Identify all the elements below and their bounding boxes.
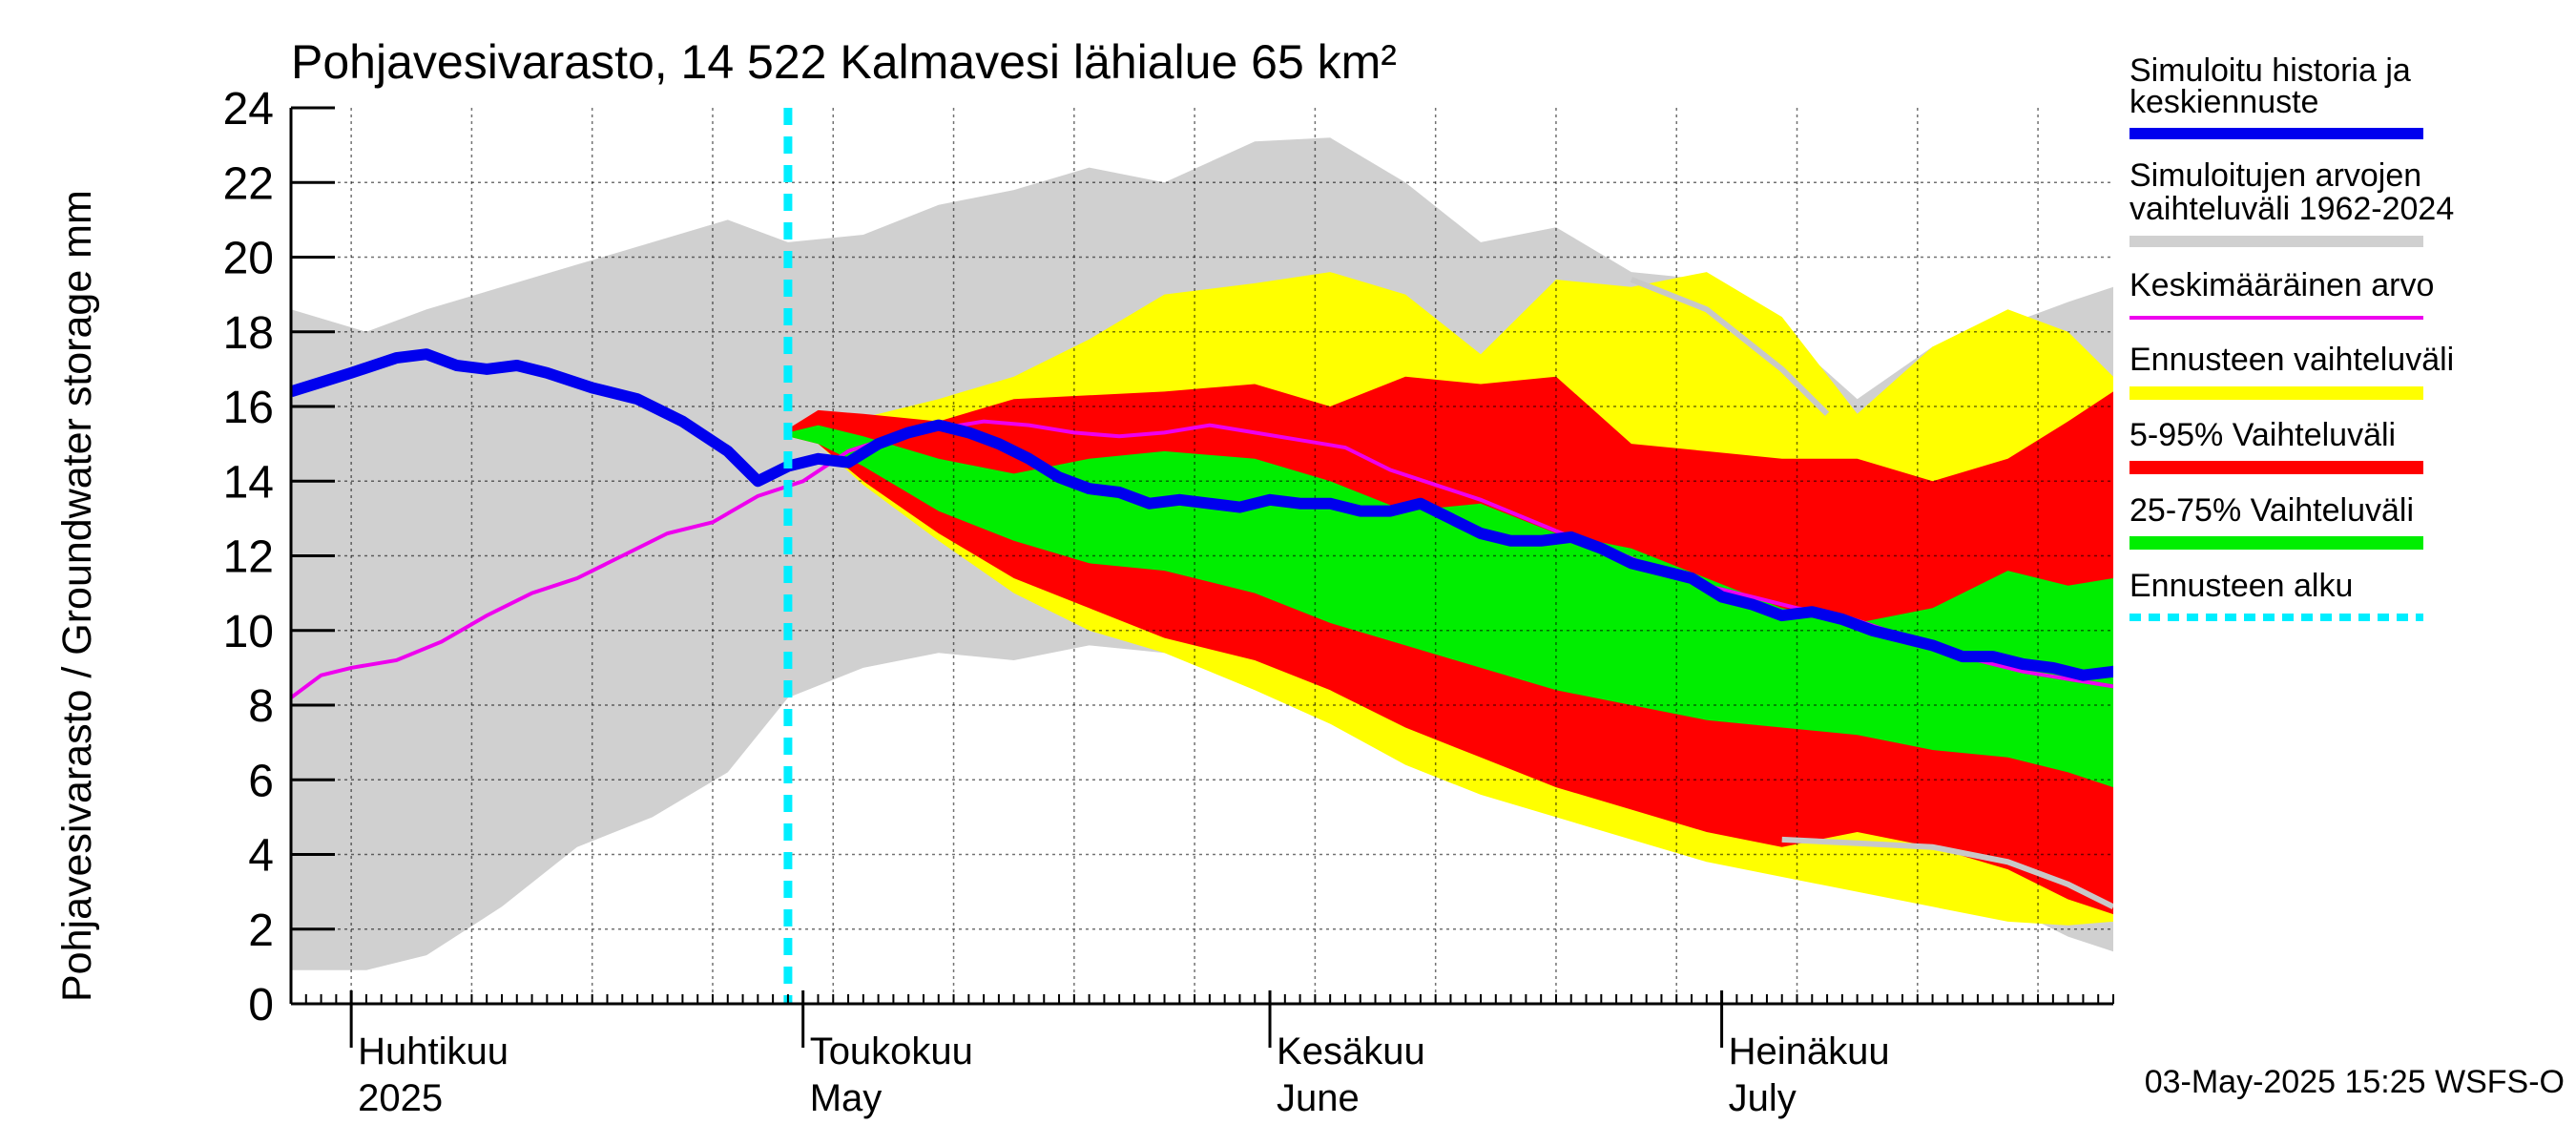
y-tick-label: 20 bbox=[223, 234, 274, 284]
gray-envelope-line-lower bbox=[1781, 836, 2113, 909]
legend-label-history: Simuloitu historia ja bbox=[2129, 52, 2411, 89]
y-tick-label: 4 bbox=[248, 831, 274, 882]
grid-layer bbox=[291, 108, 2113, 1004]
footer-timestamp: 03-May-2025 15:25 WSFS-O bbox=[2145, 1064, 2565, 1100]
legend-label-history: keskiennuste bbox=[2129, 84, 2318, 120]
x-month-sublabel: 2025 bbox=[358, 1077, 443, 1119]
chart-title: Pohjavesivarasto, 14 522 Kalmavesi lähia… bbox=[291, 35, 1397, 89]
band-25-75 bbox=[787, 425, 2113, 788]
legend-label-range: vaihteluväli 1962-2024 bbox=[2129, 191, 2454, 227]
bands-layer bbox=[291, 137, 2113, 970]
series-history-line bbox=[291, 348, 2113, 681]
y-tick-label: 16 bbox=[223, 383, 274, 433]
y-tick-label: 2 bbox=[248, 906, 274, 956]
x-month-sublabel: June bbox=[1277, 1077, 1360, 1119]
axes-layer: 024681012141618202224Huhtikuu2025Toukoku… bbox=[223, 84, 2114, 1119]
x-month-sublabel: May bbox=[810, 1077, 883, 1119]
gray-envelope-line bbox=[1630, 277, 1830, 416]
y-tick-label: 8 bbox=[248, 681, 274, 732]
legend-label-fc_range: Ennusteen vaihteluväli bbox=[2129, 342, 2454, 378]
y-tick-label: 10 bbox=[223, 607, 274, 657]
legend-label-fc_start: Ennusteen alku bbox=[2129, 568, 2353, 604]
y-tick-label: 18 bbox=[223, 308, 274, 359]
y-tick-label: 22 bbox=[223, 158, 274, 209]
y-tick-label: 24 bbox=[223, 84, 274, 135]
x-month-sublabel: July bbox=[1729, 1077, 1797, 1119]
y-tick-label: 0 bbox=[248, 980, 274, 1030]
legend-label-mean: Keskimääräinen arvo bbox=[2129, 267, 2434, 303]
y-tick-label: 12 bbox=[223, 532, 274, 583]
y-tick-label: 14 bbox=[223, 457, 274, 508]
lines-layer bbox=[291, 277, 2113, 909]
legend-label-p5_95: 5-95% Vaihteluväli bbox=[2129, 417, 2396, 453]
x-month-label: Kesäkuu bbox=[1277, 1030, 1425, 1072]
y-tick-label: 6 bbox=[248, 756, 274, 806]
series-mean-line bbox=[291, 419, 2113, 699]
x-month-label: Heinäkuu bbox=[1729, 1030, 1890, 1072]
x-month-label: Toukokuu bbox=[810, 1030, 973, 1072]
legend-label-range: Simuloitujen arvojen bbox=[2129, 157, 2421, 194]
x-month-label: Huhtikuu bbox=[358, 1030, 509, 1072]
legend-label-p25_75: 25-75% Vaihteluväli bbox=[2129, 492, 2414, 529]
y-axis-label: Pohjavesivarasto / Groundwater storage m… bbox=[54, 190, 100, 1002]
